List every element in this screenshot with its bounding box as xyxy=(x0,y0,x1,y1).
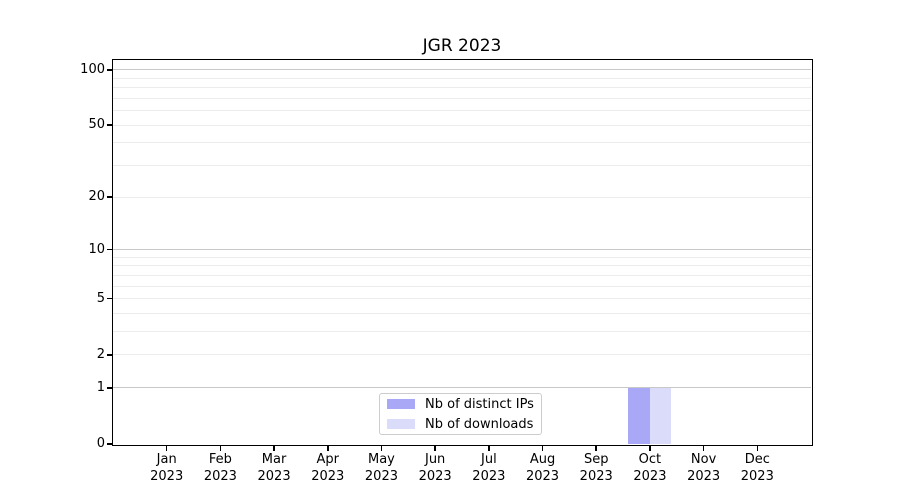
x-tick-year: 2023 xyxy=(740,469,774,484)
x-tick-mark xyxy=(327,446,329,451)
x-tick-year: 2023 xyxy=(579,469,613,484)
gridline-minor xyxy=(113,165,811,167)
gridline-minor xyxy=(113,124,811,126)
y-tick-mark xyxy=(107,196,112,198)
x-tick-label: Dec 2023 xyxy=(727,451,787,485)
x-tick-mark xyxy=(702,446,705,451)
gridline-major xyxy=(113,69,811,71)
x-tick-month: Jul xyxy=(481,452,497,467)
gridline-minor xyxy=(113,87,811,89)
x-tick-year: 2023 xyxy=(203,469,237,484)
x-tick-month: Nov xyxy=(690,452,717,467)
x-tick-month: Oct xyxy=(638,452,662,467)
y-tick-label: 100 xyxy=(80,61,105,77)
x-tick-mark xyxy=(756,446,759,451)
gridline-minor xyxy=(113,331,811,333)
gridline-minor xyxy=(113,313,811,314)
legend-swatch-downloads-icon xyxy=(387,419,415,429)
x-tick-label: May 2023 xyxy=(351,451,411,485)
y-tick-mark xyxy=(107,387,112,389)
x-tick-label: Jan 2023 xyxy=(137,451,197,485)
x-tick-month: Jan xyxy=(156,452,177,467)
x-tick-month: Apr xyxy=(316,452,340,467)
gridline-major xyxy=(113,387,811,389)
gridline-minor xyxy=(113,298,811,300)
y-tick-label: 2 xyxy=(96,346,105,362)
legend-label-downloads: Nb of downloads xyxy=(425,416,534,432)
x-tick-month: Feb xyxy=(208,452,232,467)
x-tick-year: 2023 xyxy=(418,469,452,484)
chart-title: JGR 2023 xyxy=(422,36,502,56)
y-tick-mark xyxy=(107,297,112,300)
x-tick-year: 2023 xyxy=(150,469,184,484)
gridline-minor xyxy=(113,354,811,356)
gridline-minor xyxy=(113,274,811,276)
gridline-major xyxy=(113,249,811,251)
legend-swatch-distinct-ips-icon xyxy=(387,399,415,409)
bar-distinct-ips xyxy=(628,387,650,444)
x-tick-label: Jun 2023 xyxy=(405,451,465,485)
x-tick-mark xyxy=(434,446,436,451)
plot-canvas xyxy=(113,60,811,444)
x-tick-month: Mar xyxy=(261,452,287,467)
x-tick-mark xyxy=(488,446,490,451)
x-tick-year: 2023 xyxy=(257,469,291,484)
y-tick-label: 50 xyxy=(88,117,105,133)
y-tick-label: 0 xyxy=(96,436,105,451)
x-tick-year: 2023 xyxy=(472,469,506,484)
y-tick-mark xyxy=(107,124,112,126)
x-tick-label: Apr 2023 xyxy=(298,451,358,485)
gridline-minor xyxy=(113,285,811,287)
x-tick-month: Aug xyxy=(529,452,556,467)
legend-entry-downloads: Nb of downloads xyxy=(387,416,534,433)
x-tick-mark xyxy=(380,446,383,451)
plot-area xyxy=(112,59,813,446)
x-tick-month: Sep xyxy=(583,452,609,467)
y-tick-label: 1 xyxy=(96,379,105,395)
y-tick-mark xyxy=(107,248,112,251)
x-tick-label: Oct 2023 xyxy=(620,451,680,485)
gridline-minor xyxy=(113,97,811,99)
y-tick-mark xyxy=(107,69,112,71)
x-tick-label: Mar 2023 xyxy=(244,451,304,485)
gridline-minor xyxy=(113,256,811,258)
x-tick-month: Jun xyxy=(424,452,446,467)
x-tick-mark xyxy=(273,446,275,451)
x-tick-label: Jul 2023 xyxy=(459,451,519,485)
x-tick-month: Dec xyxy=(744,452,770,467)
x-tick-year: 2023 xyxy=(364,469,398,484)
gridline-minor xyxy=(113,196,811,198)
x-tick-mark xyxy=(649,446,651,451)
y-tick-mark xyxy=(107,354,112,356)
gridline-minor xyxy=(113,77,811,79)
legend-entry-distinct-ips: Nb of distinct IPs xyxy=(387,396,534,413)
x-tick-label: Nov 2023 xyxy=(674,451,734,485)
y-tick-mark xyxy=(107,443,112,445)
x-tick-year: 2023 xyxy=(633,469,667,484)
x-tick-year: 2023 xyxy=(525,469,560,484)
x-tick-mark xyxy=(165,446,168,451)
x-tick-mark xyxy=(541,446,544,451)
bar-downloads xyxy=(649,387,672,444)
gridline-minor xyxy=(113,110,811,112)
x-tick-mark xyxy=(595,446,597,451)
legend: Nb of distinct IPs Nb of downloads xyxy=(379,393,542,435)
x-tick-label: Feb 2023 xyxy=(190,451,250,485)
gridline-minor xyxy=(113,142,811,144)
x-tick-year: 2023 xyxy=(687,469,721,484)
legend-label-distinct-ips: Nb of distinct IPs xyxy=(425,396,534,412)
x-tick-mark xyxy=(219,446,222,451)
gridline-minor xyxy=(113,265,811,267)
x-tick-year: 2023 xyxy=(311,469,345,484)
x-tick-month: May xyxy=(368,452,395,467)
y-tick-label: 20 xyxy=(88,189,105,205)
y-tick-label: 5 xyxy=(96,290,105,306)
x-tick-label: Aug 2023 xyxy=(513,451,573,485)
x-tick-label: Sep 2023 xyxy=(566,451,626,485)
y-tick-label: 10 xyxy=(88,241,105,257)
